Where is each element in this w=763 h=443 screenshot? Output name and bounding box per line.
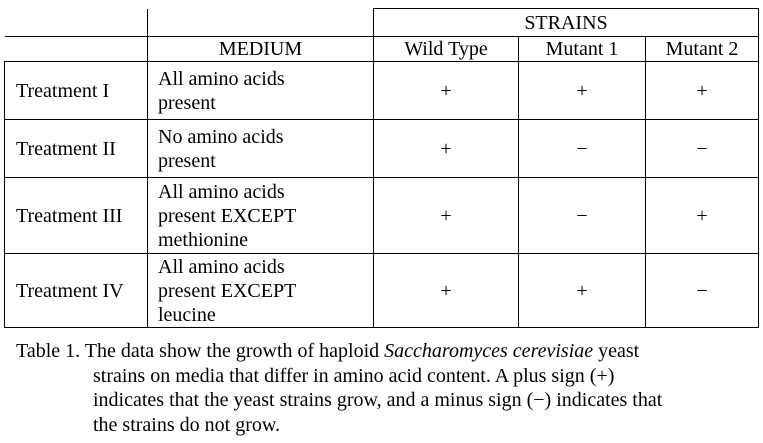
result-cell: + [373,253,519,328]
caption-line-3: indicates that the yeast strains grow, a… [93,389,663,411]
result-cell: − [645,253,759,328]
result-cell: − [518,177,646,254]
caption-line-4: the strains do not grow. [93,413,281,436]
result-cell: + [373,61,519,120]
medium-line: present [158,149,216,172]
result-cell: + [373,119,519,178]
treatment-label: Treatment III [4,177,148,254]
medium-cell: All amino acids present EXCEPT methionin… [147,177,374,254]
medium-line: No amino acids [158,125,284,148]
table-row: Treatment I All amino acids present + + … [4,61,759,120]
medium-line: All amino acids [158,180,285,203]
caption-line-1: Table 1. The data show the growth of hap… [16,340,640,362]
table-row: Treatment III All amino acids present EX… [4,177,759,254]
growth-table: STRAINS MEDIUM Wild Type Mutant 1 Mutant… [4,8,759,328]
medium-line: methionine [158,228,248,251]
strains-header: STRAINS [373,8,759,37]
result-cell: − [645,119,759,178]
medium-line: present EXCEPT [158,204,297,227]
result-cell: + [645,61,759,120]
strain-header-mutant-2: Mutant 2 [645,36,759,62]
medium-line: leucine [158,303,216,326]
caption-line-2: strains on media that differ in amino ac… [93,364,615,387]
table-row: Treatment IV All amino acids present EXC… [4,253,759,328]
medium-line: present [158,91,216,114]
medium-header: MEDIUM [147,36,374,62]
result-cell: + [518,253,646,328]
table-row: Treatment II No amino acids present + − … [4,119,759,178]
column-header-row: MEDIUM Wild Type Mutant 1 Mutant 2 [4,36,759,62]
result-cell: + [518,61,646,120]
medium-cell: All amino acids present [147,61,374,120]
medium-cell: All amino acids present EXCEPT leucine [147,253,374,328]
treatment-label: Treatment I [4,61,148,120]
medium-line: All amino acids [158,255,285,278]
treatment-label: Treatment II [4,119,148,178]
strain-header-wild-type: Wild Type [373,36,519,62]
medium-cell: No amino acids present [147,119,374,178]
species-name: Saccharomyces cerevisiae [384,340,594,362]
result-cell: − [518,119,646,178]
strain-header-mutant-1: Mutant 1 [518,36,646,62]
table-caption: Table 1. The data show the growth of hap… [16,339,751,437]
result-cell: + [373,177,519,254]
medium-line: present EXCEPT [158,279,297,302]
group-header-row: STRAINS [4,8,759,37]
medium-line: All amino acids [158,67,285,90]
result-cell: + [645,177,759,254]
treatment-label: Treatment IV [4,253,148,328]
